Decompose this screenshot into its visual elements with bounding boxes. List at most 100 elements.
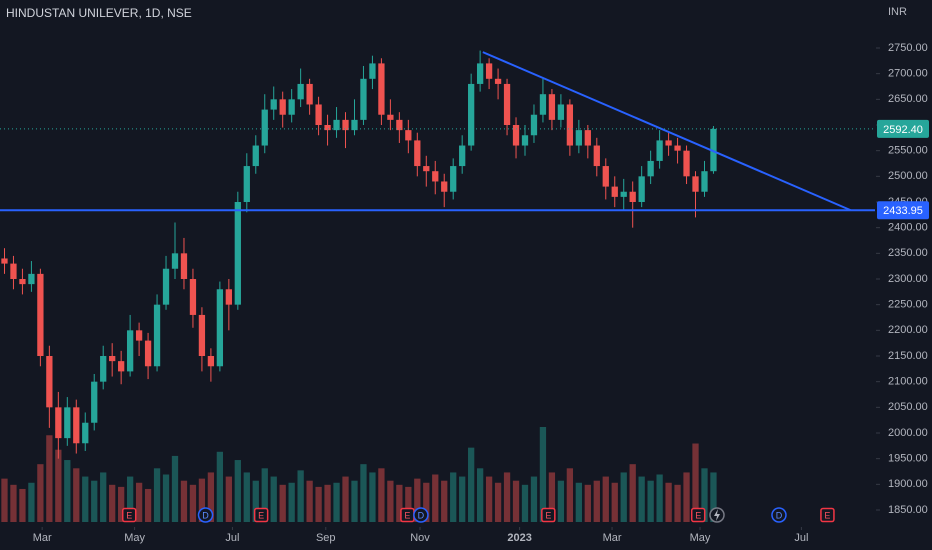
event-icon	[690, 507, 706, 523]
event-label: D	[202, 510, 209, 520]
volume-bar	[432, 474, 439, 522]
volume-bar	[91, 480, 98, 522]
y-tick-label: 2650.00	[888, 93, 928, 105]
volume-bar	[333, 482, 340, 522]
candle-body	[701, 171, 708, 192]
event-marker[interactable]: D	[197, 507, 214, 523]
volume-bar	[387, 480, 394, 522]
y-tick-label: 2150.00	[888, 350, 928, 362]
volume-bar	[189, 484, 197, 522]
candle-body	[485, 63, 493, 79]
candle-body	[566, 104, 574, 146]
support-price-label: 2433.95	[883, 205, 923, 217]
candle-body	[324, 125, 331, 131]
volume-bar	[306, 480, 313, 522]
last-price-label: 2592.40	[883, 124, 923, 136]
volume-bar	[396, 484, 403, 522]
volume-bar	[216, 451, 224, 522]
x-tick-label: May	[124, 532, 145, 544]
volume-bar	[82, 476, 89, 522]
x-tick-label: Mar	[603, 532, 622, 544]
volume-bar	[351, 480, 358, 522]
candle-body	[432, 171, 439, 182]
candle-body	[55, 407, 62, 439]
event-marker[interactable]: E	[690, 507, 706, 523]
candle-body	[28, 273, 35, 285]
event-icon	[413, 507, 429, 523]
volume-bar	[710, 472, 717, 522]
candle-body	[261, 109, 268, 146]
volume-bar	[297, 470, 304, 522]
event-marker[interactable]: E	[541, 507, 556, 523]
volume-bar	[252, 480, 259, 522]
event-label: E	[258, 510, 264, 520]
candle-body	[593, 145, 600, 167]
volume-bar	[342, 476, 349, 522]
volume-bar	[243, 472, 250, 522]
y-tick-label: 2300.00	[888, 273, 928, 285]
volume-bar	[656, 474, 663, 522]
x-tick-label: Mar	[33, 532, 52, 544]
volume-bar	[414, 478, 421, 522]
candle-body	[557, 104, 565, 120]
volume-bar	[162, 474, 170, 522]
event-marker[interactable]: D	[771, 507, 787, 523]
volume-bar	[37, 464, 44, 522]
event-icon	[771, 507, 787, 523]
candle-body	[369, 63, 376, 79]
volume-bar	[468, 447, 475, 522]
event-icon	[253, 507, 269, 523]
event-marker[interactable]: D	[413, 507, 429, 523]
volume-bar	[441, 480, 448, 522]
volume-bar	[575, 482, 582, 522]
y-tick-label: 2050.00	[888, 401, 928, 413]
candle-body	[665, 140, 672, 146]
y-tick-label: 2750.00	[888, 42, 928, 54]
y-tick-label: 1850.00	[888, 504, 928, 516]
support-price-box	[877, 201, 929, 220]
event-icon	[197, 507, 214, 523]
candle-body	[710, 128, 717, 172]
volume-bar	[100, 472, 107, 522]
volume-bar	[459, 476, 466, 522]
x-tick-label: Nov	[410, 532, 430, 544]
x-tick-label: Sep	[316, 532, 336, 544]
candle-body	[73, 407, 80, 444]
event-marker[interactable]: E	[253, 507, 269, 523]
volume-bar	[144, 488, 152, 522]
candle-body	[10, 263, 17, 279]
candle-body	[674, 145, 681, 151]
candle-body	[692, 176, 699, 192]
candle-body	[629, 191, 636, 202]
volume-bar	[109, 484, 116, 522]
volume-bar	[378, 468, 385, 522]
candle-body	[198, 314, 206, 356]
event-marker[interactable]: E	[400, 507, 415, 523]
volume-bar	[530, 476, 538, 522]
trendline	[482, 51, 852, 212]
candle-body	[288, 99, 295, 115]
volume-bar	[279, 484, 286, 522]
volume-bar	[548, 472, 556, 522]
event-label: E	[695, 510, 701, 520]
volume-bar	[638, 476, 645, 522]
volume-bar	[584, 484, 591, 522]
volume-bar	[665, 482, 672, 522]
volume-bar	[28, 482, 35, 522]
volume-bar	[126, 476, 134, 522]
volume-bar	[234, 460, 241, 522]
candle-body	[351, 119, 358, 131]
candle-body	[207, 356, 215, 367]
dividend-icon[interactable]	[709, 507, 725, 523]
volume-bar	[1, 478, 8, 522]
candle-body	[405, 130, 412, 141]
event-icon	[541, 507, 556, 523]
last-price-box	[877, 119, 929, 138]
candle-body	[602, 166, 609, 187]
candle-body	[414, 140, 421, 167]
event-marker[interactable]: E	[121, 507, 137, 523]
candle-body	[180, 253, 188, 279]
candle-body	[539, 94, 547, 115]
volume-bar	[198, 478, 206, 522]
event-marker[interactable]: E	[820, 507, 835, 523]
